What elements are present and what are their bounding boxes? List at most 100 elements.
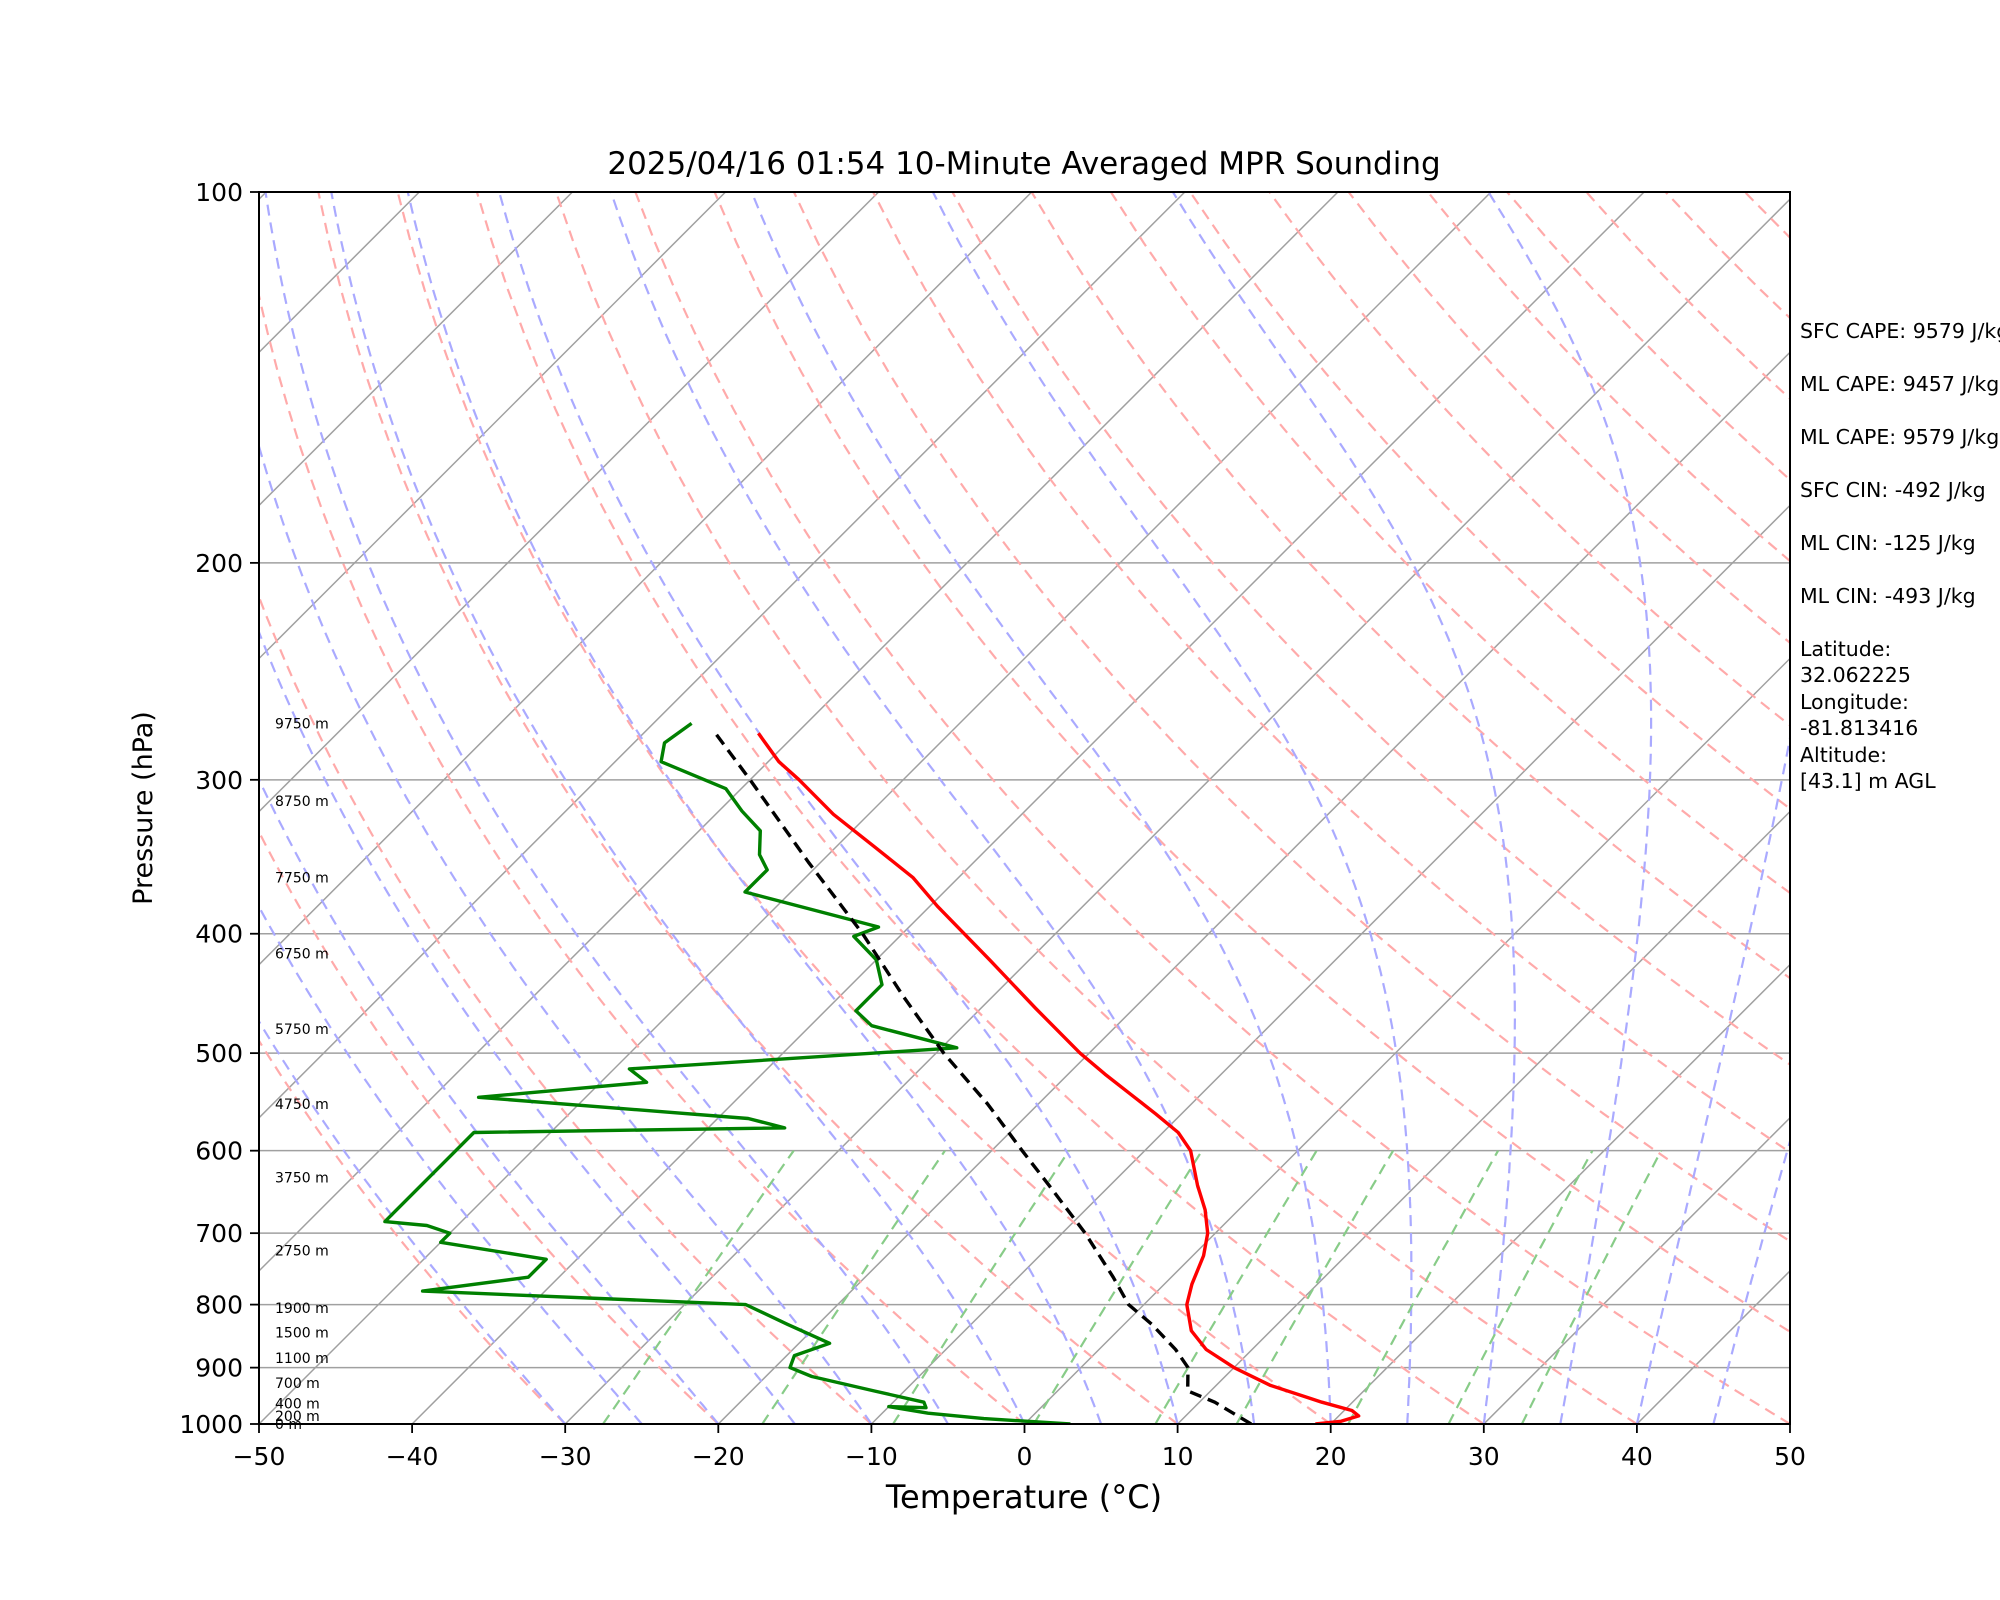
isotherm-line [259,192,1339,1272]
moist-adiabat [259,904,643,1424]
mixing-ratio-line [892,1150,1070,1424]
isotherm-line [1023,657,1790,1424]
height-label: 1500 m [275,1326,329,1342]
moist-adiabat [1487,192,1653,1424]
moist-adiabat [406,192,1103,1424]
dry-adiabat [555,192,1638,1424]
isotherm-line [870,504,1790,1424]
dry-adiabat [634,192,1790,1424]
isotherm-line [1483,1116,1790,1424]
height-label: 2750 m [275,1243,329,1259]
y-tick-label: 1000 [179,1410,243,1439]
y-axis-label: Pressure (hPa) [128,711,159,905]
moist-adiabat [259,629,796,1424]
dry-adiabat [713,192,1790,1334]
isotherm-line [259,192,727,660]
index-value: 32.062225 [1800,663,1911,687]
height-label: 1900 m [275,1301,329,1317]
y-tick-label: 300 [195,766,243,795]
height-label: 3750 m [275,1171,329,1187]
isotherm-line [259,192,1033,966]
height-label: 0 m [275,1417,302,1433]
mixing-ratio-line [1154,1150,1318,1424]
temperature-trace [757,732,1361,1424]
moist-adiabat [931,192,1413,1424]
height-label: 8750 m [275,794,329,810]
x-tick-label: 10 [1162,1442,1194,1471]
index-value: [43.1] m AGL [1800,769,1936,793]
mixing-ratio-line [1235,1150,1395,1424]
height-label: 700 m [275,1376,320,1392]
x-tick-label: −50 [233,1442,286,1471]
x-tick-label: 0 [1017,1442,1033,1471]
y-tick-label: 700 [195,1219,243,1248]
index-label: Longitude: [1800,690,1909,714]
dry-adiabat [792,192,1790,1243]
mixing-ratio-line [1447,1150,1594,1424]
height-label: 9750 m [275,716,329,732]
moist-adiabat [750,192,1332,1424]
dry-adiabat [259,1038,566,1424]
mixing-ratio-line [1520,1150,1663,1424]
chart-title: 2025/04/16 01:54 10-Minute Averaged MPR … [607,146,1440,182]
x-tick-label: −40 [386,1442,439,1471]
plot-frame [258,191,1791,1425]
isotherm-line [1177,810,1790,1424]
y-axis: 100 200 300 400 500 600 700 800 900 1000 [179,178,259,1439]
y-tick-label: 900 [195,1354,243,1383]
height-label: 4750 m [275,1097,329,1113]
height-label: 5750 m [275,1022,329,1038]
moist-adiabat [609,192,1256,1424]
x-axis: −50 −40 −30 −20 −10 0 10 20 30 40 50 [233,1424,1806,1471]
isotherm-line [564,198,1790,1424]
moist-adiabat [1635,732,1790,1424]
dry-adiabat [259,829,720,1424]
x-tick-label: −20 [692,1442,745,1471]
index-value: -81.813416 [1800,716,1918,740]
moist-adiabat [498,192,1179,1424]
index-label: Altitude: [1800,743,1887,767]
dry-adiabat [259,593,873,1424]
dewpoint-trace [383,722,1071,1424]
index-label: Latitude: [1800,637,1891,661]
height-label: 1100 m [275,1351,329,1367]
mixing-ratio-line [1032,1150,1203,1424]
parcel-trace [714,732,1252,1424]
dry-adiabat [475,192,1485,1424]
height-label: 6750 m [275,946,329,962]
x-tick-label: 20 [1315,1442,1347,1471]
isotherm-line [259,192,880,813]
y-tick-label: 800 [195,1291,243,1320]
dry-adiabat [259,291,1026,1424]
data-lines [383,722,1361,1424]
moist-adiabat [259,777,720,1424]
isotherm-line [411,192,1645,1424]
index-label: ML CIN: -493 J/kg [1800,584,1976,608]
isotherm-line [1330,963,1790,1424]
x-tick-label: 50 [1774,1442,1806,1471]
dry-adiabat [1268,192,1790,727]
mixing-ratio-line [761,1150,946,1424]
moist-adiabat [1171,192,1516,1424]
x-tick-label: −10 [845,1442,898,1471]
moist-adiabat [259,1019,567,1424]
height-label: 400 m [275,1396,320,1412]
y-tick-label: 500 [195,1039,243,1068]
isotherm-line [259,192,1186,1119]
mixing-ratio-line [1347,1150,1500,1424]
y-tick-label: 400 [195,920,243,949]
x-axis-label: Temperature (°C) [885,1478,1162,1516]
index-label: SFC CAPE: 9579 J/kg [1800,319,2000,343]
dry-adiabat [396,192,1332,1424]
dry-adiabat [872,192,1790,1154]
x-tick-label: 40 [1621,1442,1653,1471]
y-tick-label: 600 [195,1137,243,1166]
indices-panel: SFC CAPE: 9579 J/kg ML CAPE: 9457 J/kg ML … [1800,319,2000,793]
dry-adiabat [317,192,1179,1424]
background-lines [259,192,1790,1424]
moist-adiabat [264,192,949,1424]
height-label: 7750 m [275,870,329,886]
moist-adiabat [330,192,1026,1424]
